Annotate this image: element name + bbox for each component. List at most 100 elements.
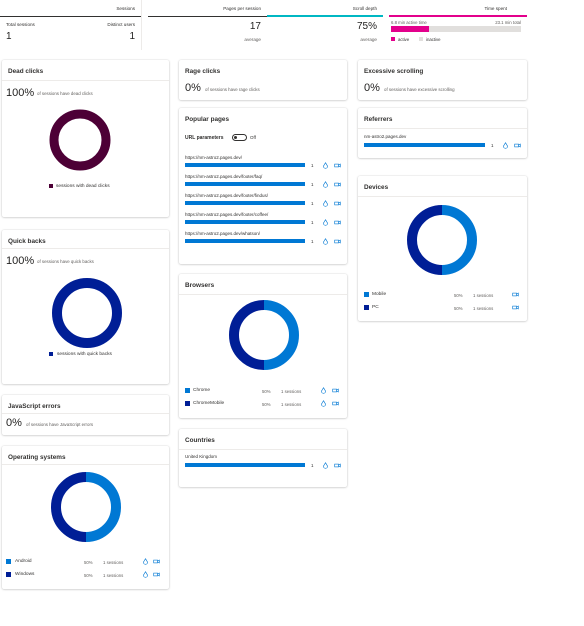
referrer-bar-1 [364, 143, 485, 147]
url-parameters-state: Off [250, 135, 256, 140]
excessive-scrolling-sub: of sessions have excessive scrolling [384, 86, 455, 92]
time-spent-header: Time spent [484, 6, 507, 11]
android-heatmap-icon[interactable] [142, 558, 149, 565]
active-legend-label: active [398, 36, 410, 42]
country-heatmap-icon[interactable] [322, 462, 329, 469]
active-legend-swatch [391, 37, 395, 41]
distinct-users-label: Distinct users [107, 22, 135, 27]
page-2-heatmap-icon[interactable] [322, 181, 329, 188]
android-recording-icon[interactable] [153, 558, 160, 565]
browsers-title: Browsers [185, 282, 215, 289]
scroll-depth-value: 75% [356, 21, 377, 32]
page-2-recording-icon[interactable] [334, 181, 341, 188]
mobile-label: Mobile [372, 292, 387, 297]
dead-clicks-legend-swatch [49, 184, 53, 188]
rage-clicks-title: Rage clicks [185, 68, 221, 75]
page-3-heatmap-icon[interactable] [322, 200, 329, 207]
referrer-recording-icon[interactable] [514, 142, 521, 149]
mobile-pct: 50% [454, 292, 463, 298]
referrer-label-1[interactable]: nm-astro2.pages.dev [364, 134, 407, 139]
quick-backs-card: Quick backs 100% of sessions have quick … [2, 230, 169, 384]
page-1-heatmap-icon[interactable] [322, 162, 329, 169]
mobile-swatch [364, 292, 369, 297]
windows-recording-icon[interactable] [153, 571, 160, 578]
pc-recording-icon[interactable] [512, 304, 519, 311]
dead-clicks-sub: of sessions have dead clicks [37, 91, 93, 96]
pages-per-session-header: Pages per session [223, 6, 261, 11]
page-1-recording-icon[interactable] [334, 162, 341, 169]
page-4-heatmap-icon[interactable] [322, 219, 329, 226]
browsers-donut [229, 300, 299, 370]
referrers-title: Referrers [364, 116, 393, 123]
chromemobile-label: ChromeMobile [193, 401, 225, 406]
page-3-recording-icon[interactable] [334, 200, 341, 207]
windows-swatch [6, 572, 11, 577]
rage-clicks-sub: of sessions have rage clicks [205, 86, 260, 92]
android-label: Android [15, 559, 32, 564]
referrer-heatmap-icon[interactable] [502, 142, 509, 149]
country-recording-icon[interactable] [334, 462, 341, 469]
page-count-3: 1 [311, 201, 314, 206]
page-url-3[interactable]: https://nm-astro2.pages.dev/footer/findu… [185, 193, 269, 198]
scroll-rule [267, 15, 383, 17]
page-5-recording-icon[interactable] [334, 238, 341, 245]
pc-swatch [364, 305, 369, 310]
divider [179, 449, 347, 450]
quick-backs-title: Quick backs [8, 238, 46, 245]
chromemobile-heatmap-icon[interactable] [320, 400, 327, 407]
divider [2, 464, 169, 465]
js-errors-title: JavaScript errors [8, 403, 61, 410]
chrome-label: Chrome [193, 388, 211, 393]
divider [2, 80, 169, 81]
chrome-heatmap-icon[interactable] [320, 387, 327, 394]
pages-per-session-summary: Pages per session 17 average [148, 0, 267, 50]
mobile-sessions: 1 sessions [473, 292, 494, 298]
quick-backs-legend-label: sessions with quick backs [57, 351, 112, 357]
pages-per-session-value: 17 [249, 21, 261, 32]
country-count-1: 1 [311, 463, 314, 468]
sessions-rule [0, 16, 141, 17]
js-errors-pct: 0% [6, 417, 22, 429]
page-url-2[interactable]: https://nm-astro2.pages.dev/footer/faq/ [185, 174, 263, 179]
referrers-card: Referrers nm-astro2.pages.dev 1 [358, 108, 527, 158]
url-parameters-toggle[interactable] [232, 134, 247, 141]
rage-clicks-card: Rage clicks 0% of sessions have rage cli… [179, 60, 347, 100]
page-4-recording-icon[interactable] [334, 219, 341, 226]
dead-clicks-legend-label: sessions with dead clicks [56, 183, 110, 189]
url-parameters-label: URL parameters [185, 135, 224, 141]
page-5-heatmap-icon[interactable] [322, 238, 329, 245]
inactive-legend-label: inactive [426, 36, 441, 42]
scroll-depth-summary: Scroll depth 75% average [267, 0, 383, 50]
country-label-1[interactable]: United Kingdom [185, 454, 218, 459]
country-bar-1 [185, 463, 305, 467]
toggle-knob [234, 136, 237, 139]
dead-clicks-donut [49, 109, 111, 171]
chromemobile-swatch [185, 401, 190, 406]
device-slice-pc [407, 205, 443, 275]
pages-rule [148, 16, 267, 17]
devices-donut [407, 205, 477, 275]
page-url-5[interactable]: https://nm-astro2.pages.dev/whatson/ [185, 231, 261, 236]
excessive-scrolling-pct: 0% [364, 82, 380, 94]
referrer-count-1: 1 [491, 143, 494, 148]
chromemobile-recording-icon[interactable] [332, 400, 339, 407]
pages-per-session-sub: average [244, 37, 261, 42]
os-slice-windows [51, 472, 87, 542]
page-count-2: 1 [311, 182, 314, 187]
chromemobile-sessions: 1 sessions [281, 401, 302, 407]
browser-slice-chrome [263, 300, 299, 370]
mobile-recording-icon[interactable] [512, 291, 519, 298]
chrome-recording-icon[interactable] [332, 387, 339, 394]
devices-card: Devices Mobile 50% 1 sessions PC 50% 1 s… [358, 176, 527, 321]
page-url-1[interactable]: https://nm-astro2.pages.dev/ [185, 155, 243, 160]
operating-systems-card: Operating systems Android 50% 1 sessions… [2, 446, 169, 589]
quick-backs-sub: of sessions have quick backs [37, 259, 94, 264]
total-time-label: 23.1 min total [495, 20, 521, 25]
windows-heatmap-icon[interactable] [142, 571, 149, 578]
quick-backs-ring [52, 278, 122, 348]
page-url-4[interactable]: https://nm-astro2.pages.dev/footer/coffe… [185, 212, 269, 217]
quick-backs-legend-swatch [49, 352, 53, 356]
total-sessions-value: 1 [6, 31, 12, 42]
inactive-legend-swatch [419, 37, 423, 41]
android-sessions: 1 sessions [103, 559, 124, 565]
